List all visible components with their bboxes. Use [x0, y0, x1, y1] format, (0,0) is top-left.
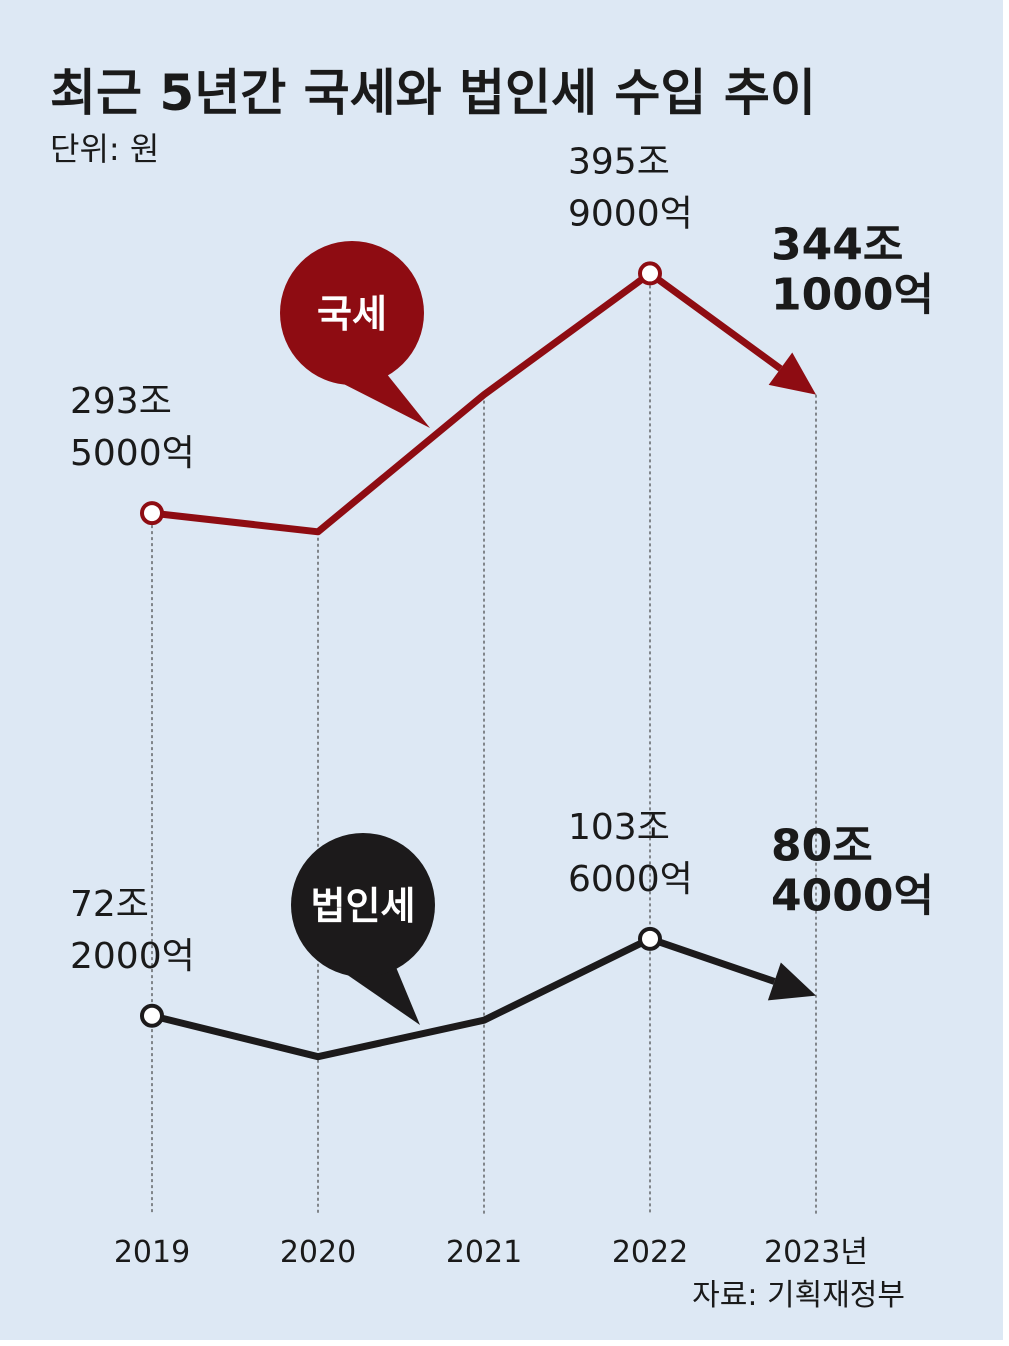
point [638, 926, 662, 951]
legend-bubble [291, 833, 435, 977]
data-label: 80조 4000억 [771, 821, 934, 922]
series-line [151, 935, 776, 1061]
chart-subtitle: 단위: 원 [50, 130, 159, 168]
point [140, 501, 164, 526]
source: 자료: 기획재정부 [692, 1278, 905, 1313]
data-label: 103조 6000억 [568, 807, 693, 900]
data-label: 344조 1000억 [771, 220, 934, 321]
x-tick-label: 2019 [114, 1235, 190, 1270]
x-tick-label: 2020 [280, 1235, 356, 1270]
point [140, 1003, 164, 1028]
data-label: 293조 5000억 [70, 381, 195, 474]
legend-bubble [280, 241, 424, 385]
point [638, 261, 662, 286]
x-tick-label: 2022 [612, 1235, 688, 1270]
data-label: 72조 2000억 [70, 884, 195, 977]
legend-label: 법인세 [311, 884, 416, 928]
chart-title: 최근 5년간 국세와 법인세 수입 추이 [50, 64, 816, 122]
x-tick-label: 2021 [446, 1235, 522, 1270]
legend-label: 국세 [317, 292, 387, 336]
arrow-head [767, 962, 816, 1001]
arrow-head [768, 352, 816, 395]
series-line [151, 269, 783, 536]
x-tick-label: 2023년 [764, 1235, 868, 1270]
data-label: 395조 9000억 [568, 141, 693, 234]
